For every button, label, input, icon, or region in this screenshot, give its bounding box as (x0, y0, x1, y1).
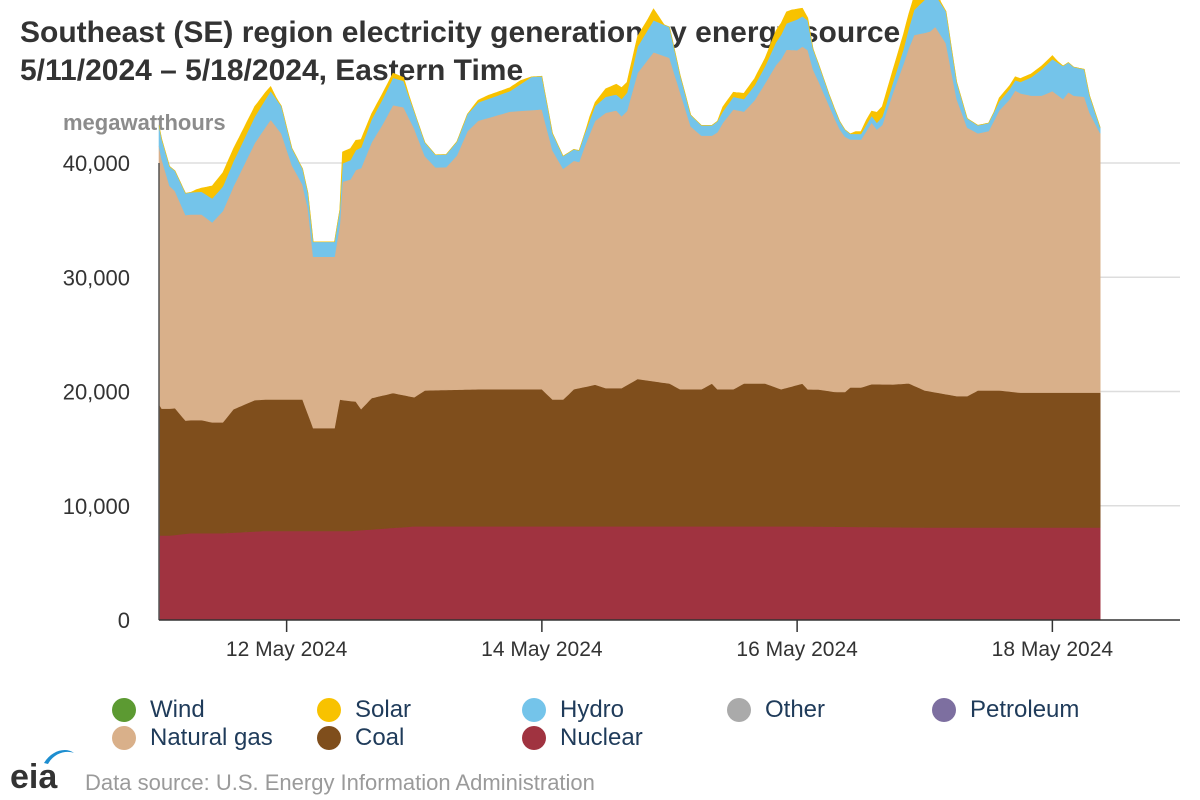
area-solar (158, 0, 1101, 243)
title-line-2: 5/11/2024 – 5/18/2024, Eastern Time (20, 54, 524, 87)
y-axis-label: megawatthours (63, 110, 226, 135)
legend-item-natural-gas[interactable]: Natural gas (112, 724, 273, 751)
y-tick-label: 10,000 (63, 494, 130, 519)
eia-logo: eia (10, 750, 74, 794)
legend-item-solar[interactable]: Solar (317, 696, 412, 723)
x-tick-label: 14 May 2024 (481, 638, 603, 661)
x-tick-label: 18 May 2024 (992, 638, 1114, 661)
area-nuclear (158, 526, 1101, 621)
legend-swatch-natural-gas (112, 726, 136, 750)
x-tick-label: 16 May 2024 (736, 638, 858, 661)
y-tick-label: 20,000 (63, 380, 130, 405)
legend-label: Coal (355, 724, 405, 751)
legend-item-nuclear[interactable]: Nuclear (522, 724, 643, 751)
legend-label: Petroleum (970, 696, 1080, 723)
area-coal (158, 378, 1101, 536)
legend-swatch-solar (317, 698, 341, 722)
y-tick-label: 40,000 (63, 151, 130, 176)
legend-swatch-coal (317, 726, 341, 750)
logo-text: eia (10, 758, 58, 794)
legend-label: Hydro (560, 696, 625, 723)
legend-item-hydro[interactable]: Hydro (522, 696, 625, 723)
legend-label: Wind (150, 696, 205, 723)
legend-swatch-wind (112, 698, 136, 722)
legend-label: Solar (355, 696, 412, 723)
legend-swatch-petroleum (932, 698, 956, 722)
legend-swatch-other (727, 698, 751, 722)
legend-item-coal[interactable]: Coal (317, 724, 405, 751)
legend-swatch-hydro (522, 698, 546, 722)
chart-title: Southeast (SE) region electricity genera… (20, 14, 900, 90)
stacked-areas (158, 0, 1101, 621)
legend-label: Natural gas (150, 724, 273, 751)
legend-item-petroleum[interactable]: Petroleum (932, 696, 1080, 723)
data-source-note: Data source: U.S. Energy Information Adm… (85, 770, 595, 795)
legend-label: Nuclear (560, 724, 643, 751)
legend-item-wind[interactable]: Wind (112, 696, 205, 723)
y-tick-label: 30,000 (63, 265, 130, 290)
legend-label: Other (765, 696, 826, 723)
legend-swatch-nuclear (522, 726, 546, 750)
y-tick-label: 0 (118, 608, 130, 633)
title-line-1: Southeast (SE) region electricity genera… (20, 16, 901, 49)
legend-item-other[interactable]: Other (727, 696, 826, 723)
x-tick-label: 12 May 2024 (226, 638, 348, 661)
